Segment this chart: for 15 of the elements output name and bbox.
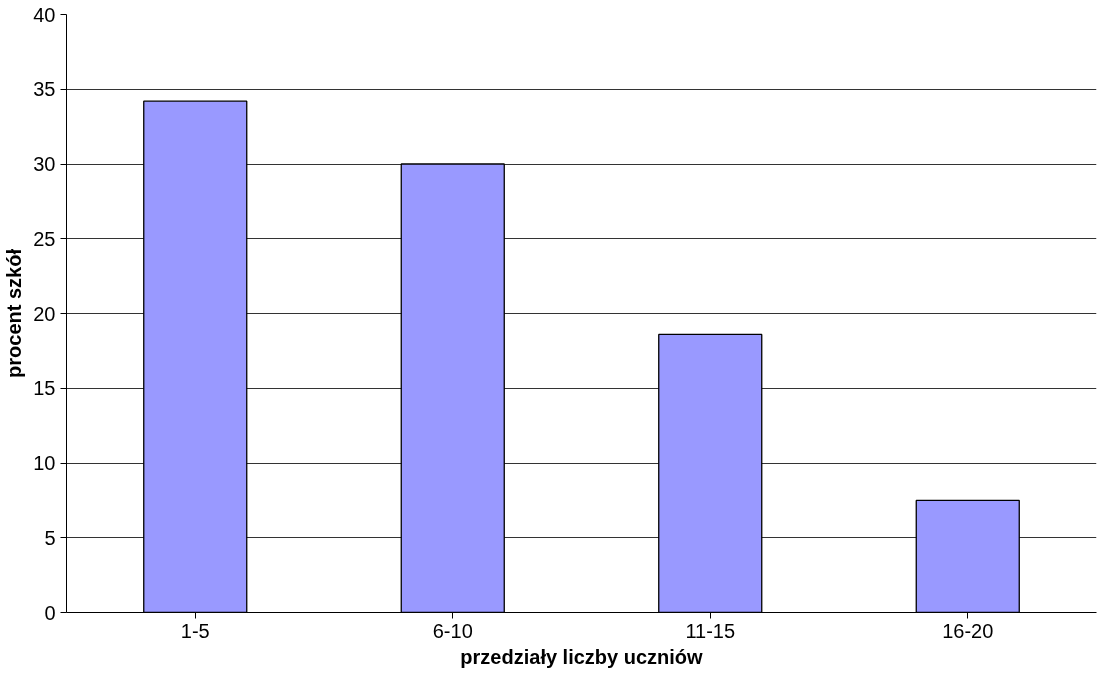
x-tick-label: 6-10 (432, 619, 473, 642)
y-tick-label: 30 (33, 153, 56, 175)
y-tick-label: 25 (33, 227, 56, 250)
x-axis-title: przedziały liczby uczniów (460, 645, 704, 668)
y-tick-label: 10 (33, 452, 56, 474)
y-tick-label: 0 (44, 601, 56, 624)
x-tick-label: 16-20 (942, 619, 994, 642)
y-tick-label: 40 (33, 3, 56, 26)
y-tick-label: 20 (33, 302, 56, 325)
x-tick-label: 1-5 (180, 619, 210, 642)
y-tick-label: 15 (33, 377, 56, 400)
y-tick-label: 35 (33, 78, 56, 101)
y-tick-label: 5 (44, 526, 56, 549)
y-axis-title: procent szkół (3, 248, 26, 378)
x-tick-label: 11-15 (685, 619, 736, 642)
